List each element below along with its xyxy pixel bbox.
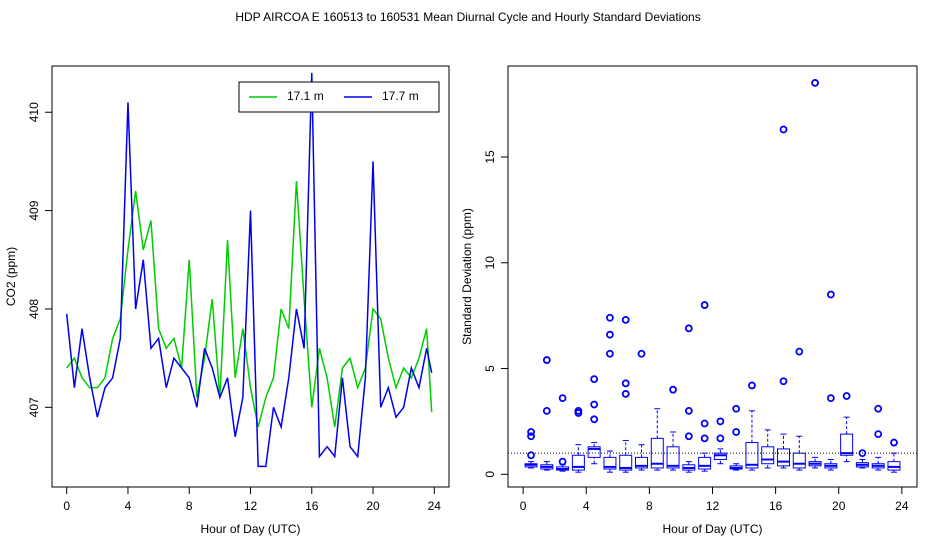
y-axis-label: Standard Deviation (ppm) xyxy=(460,208,474,345)
outlier xyxy=(700,434,709,443)
outlier xyxy=(732,428,741,436)
outlier xyxy=(795,347,804,356)
outlier xyxy=(621,379,630,388)
y-tick-label: 15 xyxy=(483,150,497,164)
x-tick-label: 8 xyxy=(646,499,653,513)
legend-label: 17.7 m xyxy=(382,89,419,103)
outlier xyxy=(842,392,851,400)
outlier xyxy=(637,349,646,358)
figure-title: HDP AIRCOA E 160513 to 160531 Mean Diurn… xyxy=(235,10,700,24)
box xyxy=(792,452,806,469)
outlier xyxy=(621,390,630,398)
x-axis-label: Hour of Day (UTC) xyxy=(662,522,762,536)
box xyxy=(634,456,648,469)
x-tick-label: 12 xyxy=(706,499,720,513)
outlier xyxy=(826,394,835,403)
outlier xyxy=(558,457,567,466)
y-axis-label: CO2 (ppm) xyxy=(4,247,18,306)
y-tick-label: 0 xyxy=(483,471,497,478)
outlier xyxy=(874,430,883,439)
y-tick-label: 10 xyxy=(483,256,497,270)
box xyxy=(840,433,854,456)
outlier xyxy=(684,406,693,415)
box xyxy=(761,446,775,465)
outlier xyxy=(732,404,741,413)
outlier xyxy=(874,404,883,413)
box xyxy=(666,446,680,469)
outlier xyxy=(527,428,535,436)
box xyxy=(745,442,759,469)
box xyxy=(650,437,664,469)
outlier xyxy=(779,377,788,386)
outlier xyxy=(606,330,614,339)
legend-label: 17.1 m xyxy=(287,89,324,103)
box xyxy=(587,446,601,458)
x-axis-label: Hour of Day (UTC) xyxy=(200,522,300,536)
x-tick-label: 4 xyxy=(125,499,132,513)
box xyxy=(619,454,633,471)
box xyxy=(571,454,585,471)
outlier xyxy=(606,313,614,322)
outlier xyxy=(527,451,535,460)
x-tick-label: 20 xyxy=(832,499,846,513)
outlier xyxy=(748,381,756,390)
outlier xyxy=(527,432,535,441)
box xyxy=(603,456,617,470)
y-tick-label: 407 xyxy=(27,397,41,417)
box xyxy=(698,456,712,470)
series-line xyxy=(65,72,433,468)
plot-frame xyxy=(507,65,918,488)
outlier xyxy=(716,434,725,443)
outlier xyxy=(700,419,709,428)
outlier xyxy=(590,415,599,424)
outlier xyxy=(811,79,819,87)
outlier xyxy=(684,324,693,333)
y-tick-label: 408 xyxy=(27,299,41,319)
x-tick-label: 16 xyxy=(305,499,319,513)
y-tick-label: 5 xyxy=(483,365,497,372)
x-tick-label: 0 xyxy=(63,499,70,513)
series-line xyxy=(66,181,433,428)
outlier xyxy=(779,125,788,134)
outlier xyxy=(558,394,567,403)
outlier xyxy=(542,356,551,364)
plot-frame xyxy=(51,65,450,488)
x-tick-label: 4 xyxy=(583,499,590,513)
outlier xyxy=(606,349,614,358)
x-tick-label: 20 xyxy=(366,499,380,513)
outlier xyxy=(826,290,835,299)
outlier xyxy=(700,301,709,309)
x-tick-label: 16 xyxy=(769,499,783,513)
outlier xyxy=(590,375,599,384)
outlier xyxy=(890,438,898,447)
y-tick-label: 409 xyxy=(27,200,41,220)
outlier xyxy=(574,406,583,415)
box xyxy=(713,452,727,460)
box xyxy=(777,448,791,467)
x-tick-label: 12 xyxy=(244,499,258,513)
x-tick-label: 8 xyxy=(186,499,193,513)
outlier xyxy=(684,432,693,441)
outlier xyxy=(669,385,677,394)
outlier xyxy=(621,315,630,324)
outlier xyxy=(542,406,551,415)
x-tick-label: 24 xyxy=(895,499,909,513)
outlier xyxy=(716,417,725,426)
x-tick-label: 0 xyxy=(520,499,527,513)
outlier xyxy=(590,400,599,409)
x-tick-label: 24 xyxy=(428,499,442,513)
box xyxy=(887,461,901,471)
y-tick-label: 410 xyxy=(27,102,41,122)
